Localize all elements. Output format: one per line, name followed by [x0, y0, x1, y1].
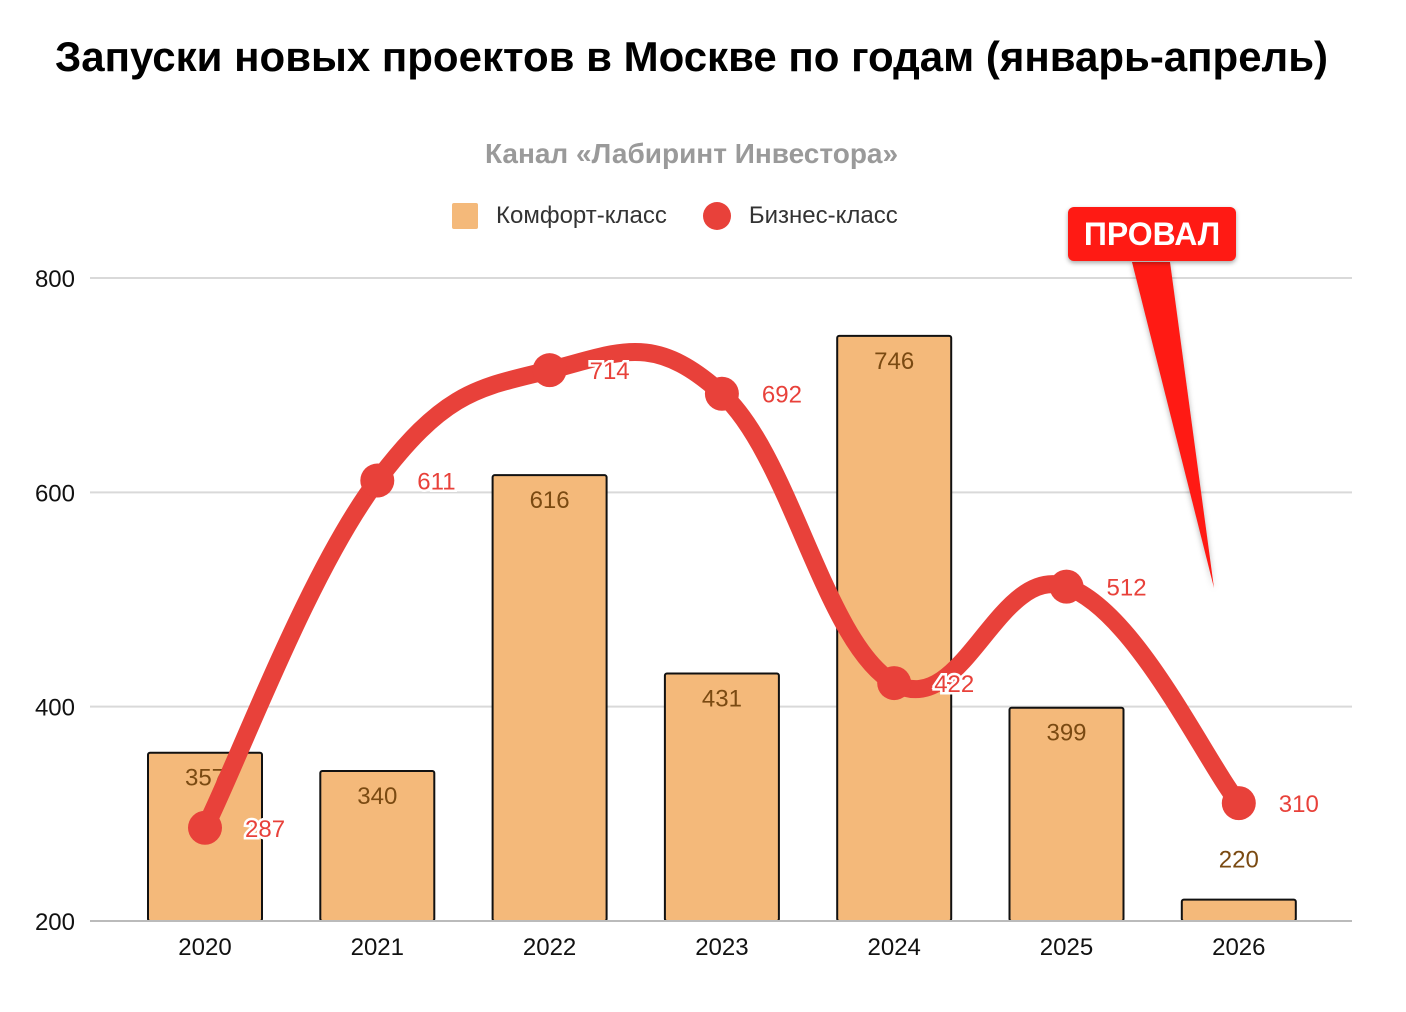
bar-value-label: 746 [874, 348, 914, 375]
y-tick-label: 400 [35, 695, 75, 722]
legend-swatch-dot [702, 202, 731, 230]
bar-value-label: 431 [702, 685, 742, 712]
point-business [360, 463, 395, 498]
fail-pointer [1132, 262, 1214, 588]
point-business [704, 376, 739, 411]
line-value-label: 310 [1279, 791, 1319, 818]
bar-value-label: 616 [530, 487, 570, 514]
line-value-label: 714 [590, 358, 630, 385]
point-business [877, 666, 912, 701]
line-value-label: 692 [762, 382, 802, 409]
legend-item-business: Бизнес-класс [702, 202, 898, 230]
x-tick-label: 2022 [523, 934, 576, 961]
x-tick-label: 2023 [695, 934, 748, 961]
bar-comfort [1180, 898, 1297, 922]
legend-swatch-bar [452, 203, 478, 229]
y-tick-label: 600 [35, 480, 75, 507]
point-business [1221, 786, 1256, 821]
legend: Комфорт-класс Бизнес-класс [452, 202, 934, 230]
bar-value-label: 220 [1219, 847, 1259, 874]
fail-badge: ПРОВАЛ [1068, 207, 1236, 261]
bar-value-label: 340 [357, 783, 397, 810]
legend-label-comfort: Комфорт-класс [496, 202, 667, 229]
y-tick-label: 200 [35, 909, 75, 936]
x-tick-label: 2021 [351, 934, 404, 961]
legend-item-comfort: Комфорт-класс [452, 202, 667, 230]
line-value-label: 512 [1107, 575, 1147, 602]
point-business [1049, 569, 1084, 604]
line-value-label: 611 [417, 469, 455, 496]
bar-value-label: 399 [1046, 720, 1086, 747]
x-tick-label: 2024 [868, 934, 921, 961]
x-tick-label: 2020 [178, 934, 231, 961]
line-value-label: 422 [934, 671, 974, 698]
bar-comfort [491, 474, 608, 922]
point-business [532, 353, 567, 388]
chart-title: Запуски новых проектов в Москве по годам… [54, 33, 1329, 80]
x-tick-label: 2026 [1212, 934, 1265, 961]
chart-subtitle: Канал «Лабиринт Инвестора» [484, 138, 899, 169]
legend-label-business: Бизнес-класс [748, 202, 898, 229]
x-tick-label: 2025 [1040, 934, 1093, 961]
y-tick-label: 800 [35, 266, 75, 293]
point-business [188, 810, 222, 845]
line-value-label: 287 [245, 816, 285, 843]
